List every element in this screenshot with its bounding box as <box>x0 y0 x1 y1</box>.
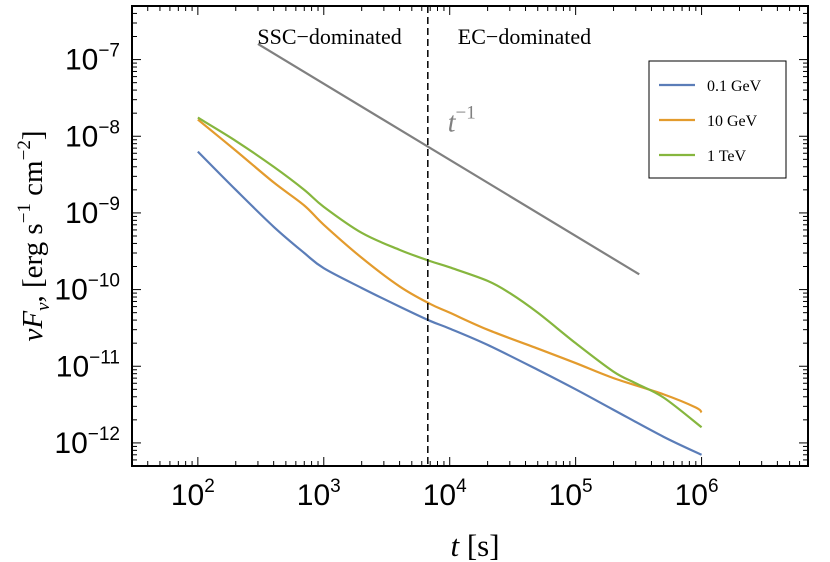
y-tick-base: 10 <box>65 197 98 230</box>
y-tick-label: 10−9 <box>65 194 120 230</box>
y-tick-label: 10−12 <box>54 424 120 460</box>
x-tick-base: 10 <box>297 479 330 512</box>
x-tick-label: 106 <box>675 476 719 512</box>
reference-label-base: t <box>448 107 457 138</box>
reference-line-label: t−1 <box>448 102 476 138</box>
series-line-2 <box>197 116 703 429</box>
series-line-0 <box>197 150 703 456</box>
x-tick-label: 105 <box>549 476 593 512</box>
y-axis-unit-a: , [erg s <box>17 223 49 302</box>
y-axis-exp-b: −2 <box>14 140 35 160</box>
y-tick-base: 10 <box>54 274 87 307</box>
legend: 0.1 GeV 10 GeV 1 TeV <box>648 60 787 179</box>
y-tick-exponent: −12 <box>88 424 120 445</box>
reference-line-layer: t−1 <box>257 42 640 276</box>
y-tick-exponent: −10 <box>88 271 120 292</box>
x-tick-label: 103 <box>297 476 341 512</box>
x-tick-base: 10 <box>423 479 456 512</box>
y-axis-close: ] <box>17 130 49 140</box>
x-axis-label: t [s] <box>450 528 499 562</box>
y-tick-exponent: −9 <box>98 194 120 215</box>
x-tick-label: 102 <box>171 476 215 512</box>
y-tick-base: 10 <box>56 350 89 383</box>
plot-frame <box>131 5 809 467</box>
reference-label-exp: −1 <box>455 102 475 123</box>
y-tick-label: 10−7 <box>65 41 120 77</box>
series-line-1 <box>197 118 703 414</box>
y-axis-unit-b: cm <box>17 160 49 203</box>
legend-label-0: 0.1 GeV <box>707 78 762 95</box>
y-tick-base: 10 <box>65 44 98 77</box>
legend-label-2: 1 TeV <box>707 148 746 165</box>
x-tick-base: 10 <box>171 479 204 512</box>
y-axis-label: νFν, [erg s−1 cm−2] <box>14 130 54 341</box>
y-tick-label: 10−11 <box>56 347 120 383</box>
y-tick-label: 10−10 <box>54 271 120 307</box>
y-tick-exponent: −8 <box>98 117 120 138</box>
labels-layer: 102 103 104 105 10610−710−810−910−1010−1110−… <box>14 24 719 562</box>
x-tick-exponent: 3 <box>330 476 341 497</box>
y-tick-label: 10−8 <box>65 117 120 153</box>
x-tick-label: 104 <box>423 476 467 512</box>
y-axis-sub: ν <box>33 302 54 311</box>
y-tick-exponent: −7 <box>98 41 120 62</box>
x-tick-base: 10 <box>549 479 582 512</box>
y-axis-main: νF <box>17 311 49 342</box>
y-tick-base: 10 <box>54 427 87 460</box>
y-tick-exponent: −11 <box>89 347 120 368</box>
series-layer <box>197 116 703 456</box>
reference-line <box>257 42 640 276</box>
region-label-left: SSC−dominated <box>257 24 401 49</box>
x-tick-base: 10 <box>675 479 708 512</box>
x-tick-exponent: 5 <box>582 476 593 497</box>
x-tick-exponent: 2 <box>204 476 215 497</box>
y-tick-base: 10 <box>65 120 98 153</box>
legend-label-1: 10 GeV <box>707 113 758 130</box>
x-tick-exponent: 4 <box>456 476 467 497</box>
x-axis-unit: [s] <box>459 528 499 562</box>
x-axis-var: t <box>450 528 460 562</box>
y-axis-exp-a: −1 <box>14 203 35 223</box>
region-label-right: EC−dominated <box>458 24 591 49</box>
x-tick-exponent: 6 <box>708 476 719 497</box>
